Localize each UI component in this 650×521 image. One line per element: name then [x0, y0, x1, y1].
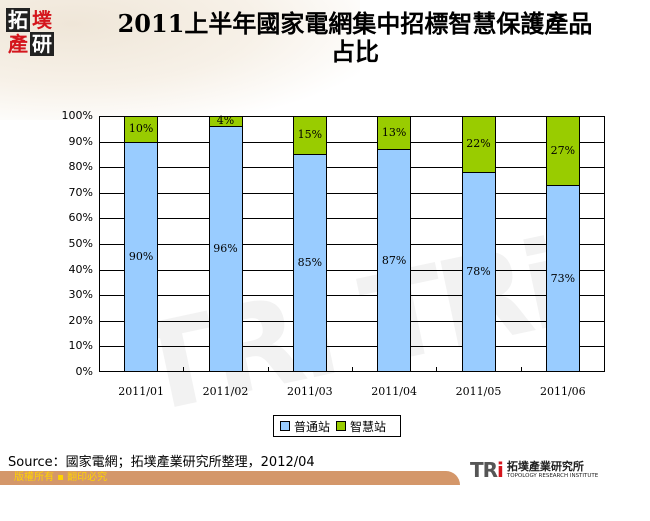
x-tick-mark: [436, 367, 438, 372]
y-tick-label: 0%: [75, 365, 93, 378]
legend-swatch-icon: [280, 421, 290, 431]
bar-normal-station: [124, 141, 159, 372]
logo-char: 研: [30, 32, 54, 56]
data-label: 87%: [381, 253, 407, 267]
y-tick-label: 90%: [68, 134, 93, 148]
y-tick-label: 60%: [68, 211, 93, 225]
bar-normal-station: [377, 149, 412, 372]
org-name-zh: 拓墣產業研究所: [506, 459, 584, 473]
x-tick-label: 2011/03: [286, 385, 333, 398]
org-logo: TRi 拓墣產業研究所 TOPOLOGY RESEARCH INSTITUTE: [470, 458, 598, 482]
gridline: [100, 346, 604, 348]
title-line-1: 2011上半年國家電網集中招標智慧保護產品: [117, 9, 593, 38]
x-tick-mark: [520, 367, 522, 372]
x-tick-label: 2011/06: [539, 385, 586, 398]
data-label: 4%: [216, 114, 235, 128]
data-label: 73%: [550, 271, 576, 285]
x-tick-mark: [352, 367, 353, 372]
x-tick-mark: [267, 367, 269, 372]
bar-normal-station: [208, 126, 243, 372]
logo-char: 墣: [32, 8, 52, 32]
legend: 普通站 智慧站: [273, 415, 401, 437]
x-tick-label: 2011/01: [118, 385, 164, 398]
bar-smart-station: [545, 116, 580, 187]
plot-area: [99, 116, 605, 372]
footer-bar: 版權所有 ▪ 翻印必究: [0, 471, 460, 485]
bar-normal-station: [292, 154, 327, 372]
logo: 拓 墣 產 研: [6, 8, 54, 56]
org-name-en: TOPOLOGY RESEARCH INSTITUTE: [506, 472, 599, 479]
gridline: [100, 269, 604, 271]
data-label: 27%: [550, 143, 576, 157]
legend-swatch-icon: [336, 421, 347, 431]
tri-logo-icon: TRi: [470, 458, 504, 482]
data-label: 10%: [128, 121, 154, 135]
gridline: [100, 218, 604, 220]
x-tick-label: 2011/05: [455, 385, 502, 398]
y-tick-label: 20%: [68, 313, 93, 327]
x-tick-label: 2011/04: [371, 385, 417, 398]
bar-smart-station: [124, 116, 159, 143]
page-title: 2011上半年國家電網集中招標智慧保護產品 占比: [60, 10, 650, 66]
data-label: 90%: [128, 249, 154, 263]
bar-smart-station: [292, 116, 327, 156]
bar-normal-station: [461, 172, 496, 372]
data-label: 78%: [466, 265, 491, 279]
source-note: Source：國家電網；拓墣產業研究所整理，2012/04: [8, 455, 315, 470]
y-tick-label: 50%: [68, 237, 93, 250]
y-tick-label: 10%: [68, 339, 93, 353]
copyright-text: 版權所有 ▪ 翻印必究: [14, 472, 108, 483]
gridline: [100, 141, 604, 143]
legend-label: 智慧站: [350, 419, 387, 434]
gridline: [100, 295, 604, 297]
y-tick-label: 40%: [68, 262, 93, 276]
gridline: [100, 167, 604, 169]
data-label: 15%: [297, 128, 323, 142]
bar-smart-station: [461, 116, 496, 174]
x-tick-label: 2011/02: [202, 385, 249, 398]
gridline: [100, 244, 604, 245]
bar-smart-station: [208, 116, 243, 128]
title-line-2: 占比: [331, 37, 379, 66]
legend-item-smart: 智慧站: [336, 418, 386, 435]
legend-label: 普通站: [294, 419, 331, 434]
gridline: [100, 320, 604, 322]
background-map: [0, 0, 360, 120]
y-tick-label: 30%: [68, 288, 93, 302]
bar-smart-station: [377, 116, 412, 151]
data-label: 13%: [381, 125, 407, 139]
logo-char: 拓: [6, 8, 30, 32]
x-tick-mark: [183, 367, 185, 372]
gridline: [100, 192, 604, 194]
y-tick-label: 100%: [61, 109, 93, 122]
y-tick-label: 70%: [68, 185, 93, 199]
y-tick-label: 80%: [68, 160, 93, 174]
legend-item-normal: 普通站: [280, 418, 330, 435]
logo-char: 產: [8, 32, 28, 56]
data-label: 96%: [213, 242, 238, 256]
data-label: 85%: [297, 256, 323, 270]
data-label: 22%: [466, 137, 491, 151]
